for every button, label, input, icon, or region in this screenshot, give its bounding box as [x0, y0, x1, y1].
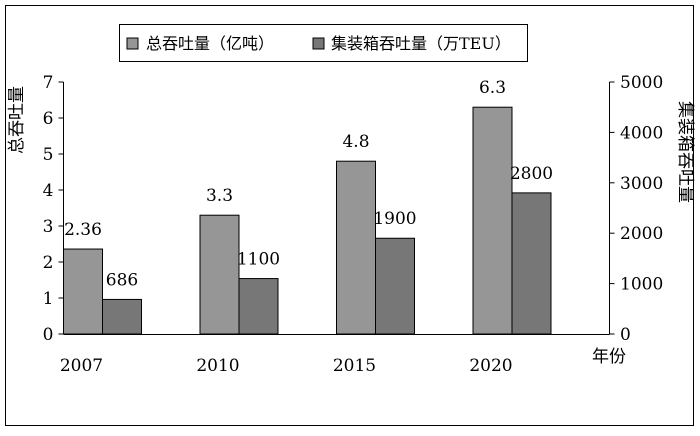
x-tick-label: 2010	[196, 356, 239, 376]
left-y-tick-label: 2	[43, 253, 54, 273]
right-y-tick-label: 5000	[620, 73, 663, 93]
left-y-tick-label: 6	[43, 109, 54, 129]
legend: 总吞吐量（亿吨） 集装箱吞吐量（万TEU）	[119, 24, 528, 62]
plot-area: 2.36 686 3.3 1100 4.8 1900 6.3 2800	[63, 78, 553, 335]
legend-label-total-throughput: 总吞吐量（亿吨）	[146, 34, 274, 53]
left-y-tick-label: 3	[43, 217, 54, 237]
data-label-container-throughput: 1100	[237, 250, 280, 270]
left-y-tick-label: 7	[43, 73, 54, 93]
x-axis-tick-labels: 2007 2010 2015 2020	[60, 356, 513, 376]
data-label-container-throughput: 1900	[373, 209, 416, 229]
x-axis-title: 年份	[592, 347, 626, 367]
right-y-tick-label: 1000	[620, 275, 663, 295]
legend-swatch-container-throughput	[312, 37, 325, 50]
data-label-total-throughput: 6.3	[479, 78, 506, 98]
right-y-axis-ticks: 0 1000 2000 3000 4000 5000	[609, 73, 663, 345]
bar-container-throughput	[511, 192, 552, 335]
bar-container-throughput	[102, 298, 142, 335]
bar-container-throughput	[375, 237, 415, 335]
left-y-tick-label: 5	[43, 145, 54, 165]
x-tick-label: 2020	[469, 356, 512, 376]
left-y-tick-label: 1	[43, 289, 54, 309]
x-tick-label: 2015	[333, 356, 376, 376]
x-tick-label: 2007	[60, 356, 103, 376]
right-y-axis-title: 集装箱吞吐量	[675, 101, 695, 203]
data-label-container-throughput: 2800	[510, 164, 553, 184]
left-y-tick-label: 4	[43, 181, 54, 201]
data-label-container-throughput: 686	[106, 270, 138, 290]
right-y-tick-label: 3000	[620, 174, 663, 194]
data-label-total-throughput: 2.36	[64, 220, 102, 240]
bar-container-throughput	[238, 278, 279, 335]
right-y-tick-label: 2000	[620, 224, 663, 244]
left-y-tick-label: 0	[43, 325, 54, 345]
left-y-axis-ticks: 0 1 2 3 4 5 6 7	[43, 73, 64, 345]
data-label-total-throughput: 3.3	[206, 186, 233, 206]
bar-total-throughput	[336, 160, 376, 335]
bar-total-throughput	[199, 214, 240, 335]
right-y-tick-label: 0	[620, 325, 631, 345]
bar-total-throughput	[472, 106, 513, 335]
right-y-tick-label: 4000	[620, 123, 663, 143]
left-y-axis-title: 总吞吐量	[7, 86, 27, 154]
bar-total-throughput	[63, 248, 103, 335]
legend-swatch-total-throughput	[126, 37, 139, 50]
data-label-total-throughput: 4.8	[342, 132, 369, 152]
legend-label-container-throughput: 集装箱吞吐量（万TEU）	[331, 34, 511, 53]
